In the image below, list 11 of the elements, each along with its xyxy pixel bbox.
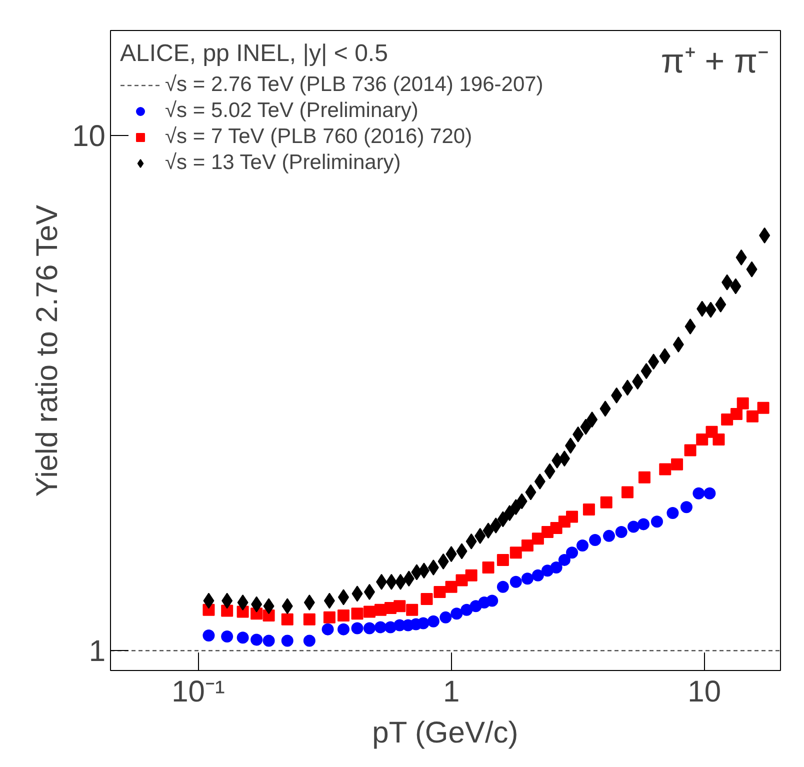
legend-title: ALICE, pp INEL, |y| < 0.5 — [120, 40, 389, 68]
x-tick-label: 1 — [442, 676, 460, 708]
x-tick-label: 10⁻¹ — [172, 676, 225, 708]
legend-label: √s = 2.76 TeV (PLB 736 (2014) 196-207) — [165, 73, 544, 97]
x-axis-title: pT (GeV/c) — [372, 716, 518, 750]
legend-label: √s = 5.02 TeV (Preliminary) — [165, 99, 418, 123]
x-tick-label: 10 — [688, 676, 722, 708]
legend-label: √s = 7 TeV (PLB 760 (2016) 720) — [165, 125, 472, 149]
legend-label: √s = 13 TeV (Preliminary) — [165, 151, 401, 175]
annotation: π⁺ + π⁻ — [660, 42, 769, 80]
y-axis-title: Yield ratio to 2.76 TeV — [31, 204, 64, 497]
